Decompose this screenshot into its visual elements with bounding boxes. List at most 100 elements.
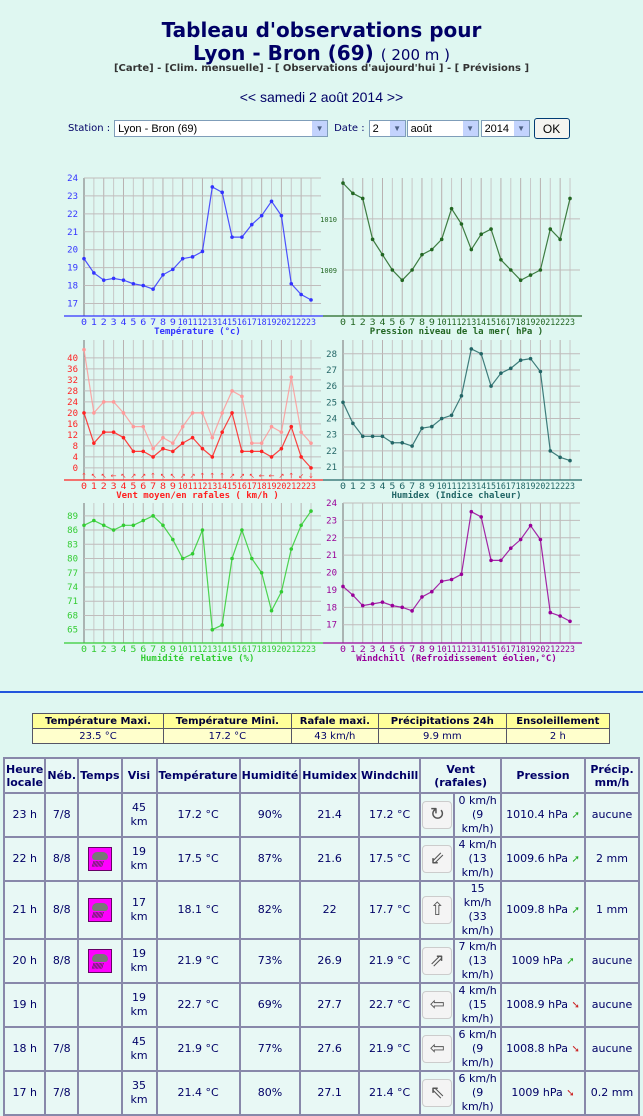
link-clim-mensuelle[interactable]: [Clim. mensuelle] [164,63,264,74]
data-point [351,593,355,597]
x-tick-label: 17 [247,645,257,655]
data-point [341,400,345,405]
y-tick-label: 68 [67,611,78,621]
station-date-form: Station : Lyon - Bron (69) ▼ Date : 2 ▼ ao… [68,118,570,139]
pressure-value: 1010.4 hPa [506,807,568,821]
hour-cell: 21 h [2,880,47,940]
x-tick-label: 10 [437,645,447,655]
x-tick-label: 5 [389,318,395,328]
x-tick-label: 15 [227,482,237,492]
data-point [180,556,185,561]
humidex-cell: 27.1 [299,1070,360,1116]
ok-button[interactable]: OK [533,118,570,139]
month-select[interactable]: août ▼ [406,120,479,137]
x-tick-label: 3 [370,482,376,492]
data-point [121,278,126,282]
y-tick-label: 19 [67,264,78,274]
data-point [439,579,444,584]
x-tick-label: 18 [257,482,267,492]
data-point [190,255,195,259]
x-tick-label: 1 [91,482,97,492]
column-header: Visi [120,757,158,794]
x-tick-label: 10 [437,482,447,492]
column-header: Humidex [299,757,360,794]
chevron-down-icon: ▼ [462,121,478,136]
x-tick-label: 16 [496,482,506,492]
y-tick-label: 22 [67,210,78,220]
humidex-cell: 21.6 [299,836,360,882]
data-point [508,366,513,371]
x-tick-label: 8 [419,482,425,492]
link-previsions[interactable]: [ Prévisions ] [454,63,530,74]
summary-header: Ensoleillement [505,713,611,729]
x-tick-label: 13 [466,318,476,328]
data-point [309,298,313,302]
data-point [259,570,264,575]
data-point [200,411,205,415]
pressure-cell: 1009 hPa ➚ [500,938,586,984]
data-point [380,434,385,439]
observation-row: 20 h 8/8////////19 km 21.9 °C 73% 26.9 21.9 °… [2,938,640,984]
data-point [309,466,313,470]
data-point [360,196,365,201]
data-point [131,449,136,454]
wind-speed-cell: 7 km/h (13 km/h) [453,938,502,984]
x-tick-label: 21 [286,482,296,492]
data-point [558,614,562,618]
x-tick-label: 2 [101,645,107,655]
x-tick-label: 13 [207,318,217,328]
windchill-cell: 21.9 °C [357,1026,422,1072]
cloud-cover-cell: 7/8 [44,1026,80,1072]
rain-cloud-icon: //////// [87,898,112,922]
x-tick-label: 5 [130,645,136,655]
link-observations-aujourdhui[interactable]: [ Observations d'aujourd'hui ] [274,63,444,74]
chart-title: Humidex (Indice chaleur) [391,490,521,501]
summary-value-row: 23.5 °C 17.2 °C 43 km/h 9.9 mm 2 h [32,728,611,744]
windchill-cell: 17.7 °C [357,880,422,940]
x-tick-label: 20 [276,482,286,492]
data-point [230,235,234,239]
x-tick-label: 4 [379,645,385,655]
x-tick-label: 8 [160,645,166,655]
station-select[interactable]: Lyon - Bron (69) ▼ [114,120,329,137]
prev-day-link[interactable]: << [239,89,257,105]
x-tick-label: 5 [389,645,395,655]
year-select[interactable]: 2014 ▼ [480,120,530,137]
data-point [190,411,195,415]
link-separator: - [263,63,275,74]
data-point [249,441,254,445]
link-carte[interactable]: [Carte] [113,63,154,74]
x-tick-label: 9 [429,645,435,655]
day-select[interactable]: 2 ▼ [368,120,406,137]
y-tick-label: 17 [326,621,337,631]
summary-header-row: Température Maxi. Température Mini. Rafa… [32,713,611,729]
y-tick-label: 27 [326,366,337,376]
x-tick-label: 4 [120,482,126,492]
weather-cell: //////// [77,836,123,882]
data-point [380,252,385,257]
humidity-cell: 80% [238,1070,302,1116]
data-point [190,435,195,440]
y-tick-label: 22 [326,447,337,457]
x-tick-label: 14 [217,645,227,655]
x-tick-label: 21 [545,482,555,492]
weather-cell: //////// [77,938,123,984]
y-tick-label: 40 [67,354,78,364]
temperature-cell: 22.7 °C [155,982,241,1028]
data-point [101,400,106,404]
temperature-cell: 17.5 °C [155,836,241,882]
y-tick-label: 17 [67,299,78,309]
data-point [101,430,106,434]
y-tick-label: 28 [326,350,337,360]
data-point [279,589,284,594]
next-day-link[interactable]: >> [386,89,404,105]
data-point [111,400,116,404]
precip-cell: aucune [584,1026,640,1072]
data-point [230,389,234,393]
series-line [83,349,312,450]
y-tick-label: 20 [67,246,78,256]
data-point [289,375,294,379]
x-tick-label: 8 [160,318,166,328]
y-tick-label: 77 [67,569,78,579]
